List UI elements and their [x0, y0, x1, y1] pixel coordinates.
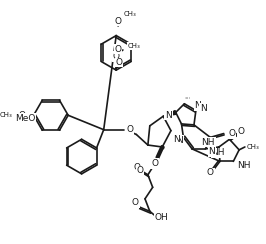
Text: OH: OH [155, 213, 168, 222]
Text: O: O [113, 52, 120, 61]
Text: N: N [194, 101, 201, 110]
Text: N: N [176, 136, 183, 145]
Text: N: N [165, 111, 172, 120]
Text: NH: NH [237, 161, 251, 170]
Text: O: O [132, 198, 139, 207]
Text: O: O [115, 58, 123, 67]
Text: O: O [115, 44, 122, 53]
Text: MeO: MeO [15, 114, 36, 123]
Text: N: N [208, 147, 215, 156]
Polygon shape [163, 111, 176, 116]
Text: CH₃: CH₃ [124, 11, 137, 17]
Text: O: O [19, 111, 26, 120]
Text: NH: NH [202, 138, 215, 147]
Text: =: = [185, 96, 190, 102]
Text: O: O [137, 166, 144, 175]
Text: CH₃: CH₃ [0, 112, 13, 118]
Text: N: N [173, 135, 180, 144]
Text: CH₃: CH₃ [128, 43, 140, 49]
Text: O: O [151, 159, 158, 168]
Text: N: N [200, 104, 206, 113]
Text: O: O [228, 129, 236, 138]
Text: O: O [238, 127, 244, 136]
Text: O: O [127, 125, 134, 134]
Text: CH₃: CH₃ [247, 144, 260, 150]
Text: O: O [131, 199, 138, 208]
Text: =: = [185, 96, 188, 100]
Text: O: O [207, 168, 214, 177]
Text: NH: NH [211, 148, 225, 157]
Text: O: O [115, 17, 122, 26]
Text: O: O [134, 163, 141, 172]
